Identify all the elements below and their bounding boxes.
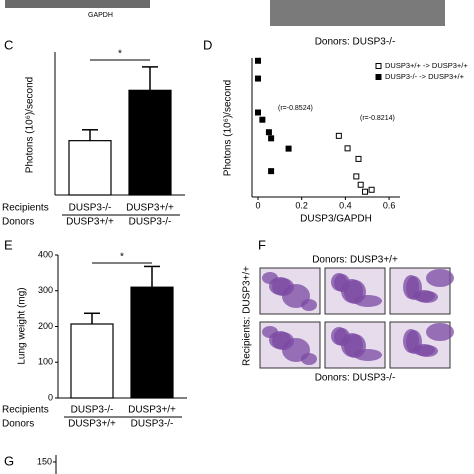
point [255, 57, 261, 64]
x-tick-label: DUSP3-/- [129, 217, 172, 228]
row-label: Donors [2, 419, 34, 430]
row-label: Recipients [2, 203, 49, 214]
legend-marker [375, 63, 382, 69]
blot-band [270, 0, 445, 26]
y-axis-label: Photons (10⁶)/second [223, 80, 234, 176]
bar [128, 89, 172, 196]
tissue [426, 269, 454, 287]
y-tick-label: 400 [38, 249, 53, 259]
point [268, 135, 275, 142]
panel-letter: C [4, 37, 13, 52]
y-tick-label: 150 [37, 456, 52, 466]
x-tick-label: DUSP3+/+ [128, 405, 176, 416]
x-tick-label: DUSP3-/- [69, 203, 112, 214]
x-tick-label: 0.6 [383, 200, 396, 210]
histology: Donors: DUSP3+/+ Donors: DUSP3-/- Recipi… [242, 255, 398, 384]
tissue [413, 344, 435, 356]
point [357, 181, 364, 188]
x-tick-label: DUSP3+/+ [66, 217, 114, 228]
x-tick-label: DUSP3-/- [71, 405, 114, 416]
blot-band [5, 0, 150, 8]
tissue [269, 277, 291, 295]
significance: * [120, 252, 124, 263]
blot-label: GAPDH [88, 12, 113, 19]
point [255, 109, 261, 116]
point [259, 116, 266, 123]
point [255, 75, 261, 82]
point [362, 188, 369, 195]
point [335, 132, 342, 139]
row-label: Donors [2, 217, 34, 228]
point [344, 145, 351, 152]
tissue [354, 349, 382, 361]
legend-marker [375, 74, 382, 80]
panel-letter: E [4, 237, 13, 252]
histology-label: Donors: DUSP3+/+ [312, 255, 398, 266]
point [353, 173, 360, 180]
point [268, 168, 275, 175]
tissue [341, 279, 363, 303]
y-tick-label: 200 [38, 321, 53, 331]
significance: * [118, 49, 122, 60]
annotation: (r=-0.8524) [278, 105, 313, 112]
point [368, 186, 375, 193]
panel-letter: G [4, 453, 14, 468]
tissue [341, 333, 363, 357]
tissue [426, 323, 454, 341]
point [265, 129, 272, 136]
x-tick-label: DUSP3+/+ [68, 419, 116, 430]
x-tick-label: DUSP3-/- [131, 419, 174, 430]
tissue [354, 295, 382, 307]
x-axis-label: DUSP3/GAPDH [300, 214, 372, 225]
tissue [269, 331, 291, 349]
point [355, 155, 362, 162]
tissue [301, 299, 317, 311]
y-axis-label: Photons (10⁶)/second [25, 77, 36, 173]
panel-letter: D [203, 37, 212, 52]
histology-label: Donors: DUSP3-/- [315, 373, 396, 384]
row-label: Recipients [2, 405, 49, 416]
y-tick-label: 100 [38, 357, 53, 367]
x-tick-label: 0.2 [295, 200, 308, 210]
x-tick-label: DUSP3+/+ [126, 203, 174, 214]
blot-label: Donors: DUSP3-/- [315, 37, 396, 48]
tissue [413, 290, 435, 302]
bar [68, 140, 112, 196]
point [285, 145, 292, 152]
y-tick-label: 0 [48, 392, 53, 402]
bar [130, 286, 174, 399]
y-tick-label: 300 [38, 285, 53, 295]
histology-label: Recipients: DUSP3+/+ [242, 266, 253, 366]
x-tick-label: 0 [255, 200, 260, 210]
legend-label: DUSP3+/+ -> DUSP3+/+ [385, 61, 468, 70]
annotation: (r=-0.8214) [360, 115, 395, 122]
y-axis-label: Lung weight (mg) [17, 287, 28, 364]
tissue [301, 353, 317, 365]
bar [70, 323, 114, 399]
legend-label: DUSP3-/- -> DUSP3+/+ [385, 72, 465, 81]
x-tick-label: 0.4 [339, 200, 352, 210]
panel-letter: F [258, 237, 266, 252]
